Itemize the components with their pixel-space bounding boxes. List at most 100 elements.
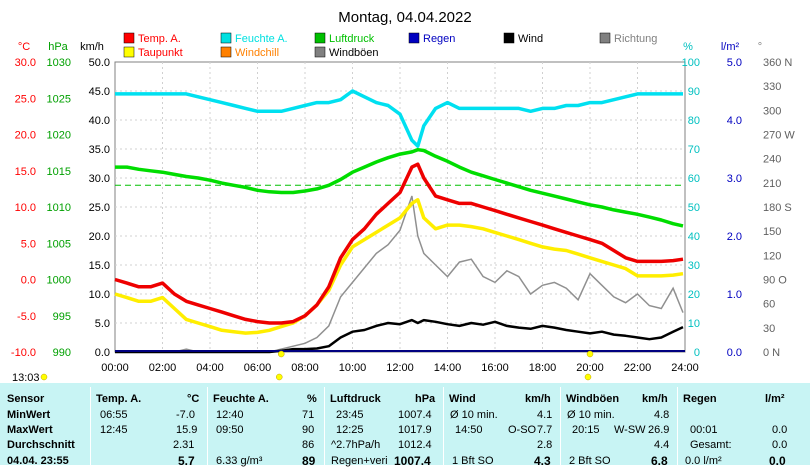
y-tick-direction: 180 S (763, 202, 792, 214)
stats-gust-value: 4.4 (654, 439, 670, 451)
stats-temp-value: 15.9 (176, 424, 198, 436)
y-tick-wind: 35.0 (89, 144, 110, 156)
y-tick-humidity: 20 (688, 289, 700, 301)
y-tick-humidity: 50 (688, 202, 700, 214)
stats-hum-value: 71 (302, 409, 315, 421)
y-tick-wind: 50.0 (89, 57, 110, 69)
y-tick-temp: -10.0 (11, 347, 36, 359)
legend-label: Windchill (235, 47, 279, 59)
current-time-label: 13:03 (12, 372, 40, 383)
y-tick-humidity: 90 (688, 86, 700, 98)
y-tick-humidity: 40 (688, 231, 700, 243)
y-tick-rain: 0.0 (727, 347, 742, 359)
sun-marker (586, 350, 594, 358)
sun-marker (278, 350, 285, 358)
x-tick-label: 14:00 (434, 362, 462, 374)
stats-row-label: Durchschnitt (7, 439, 75, 451)
stats-temp-current: 5.7 (178, 454, 195, 468)
stats-rain-time: 00:01 (690, 424, 718, 436)
x-tick-label: 22:00 (624, 362, 652, 374)
sun-marker (584, 373, 592, 381)
x-tick-label: 18:00 (529, 362, 557, 374)
stats-gust-current: 6.8 (651, 454, 668, 468)
stats-hum-abs: 6.33 g/m³ (216, 455, 263, 467)
y-tick-pressure: 1010 (47, 202, 71, 214)
stats-hum-value: 90 (302, 424, 315, 436)
y-tick-pressure: 1015 (47, 166, 71, 178)
y-tick-humidity: 60 (688, 173, 700, 185)
stats-header-gust: Windböen (566, 393, 620, 405)
stats-hum-value: 86 (302, 439, 315, 451)
stats-header-humidity: Feuchte A. (213, 393, 269, 405)
stats-temp-time: 12:45 (100, 424, 128, 436)
y-tick-wind: 20.0 (89, 231, 110, 243)
legend-label: Taupunkt (138, 47, 183, 59)
y-tick-direction: 330 (763, 81, 781, 93)
legend-label: Feuchte A. (235, 33, 288, 45)
x-tick-label: 16:00 (481, 362, 509, 374)
stats-header-temp: Temp. A. (96, 393, 142, 405)
y-tick-wind: 15.0 (89, 260, 110, 272)
weather-chart: Montag, 04.04.2022 Temp. A. Feuchte A. Luft… (11, 9, 795, 383)
y-tick-direction: 0 N (763, 347, 780, 359)
stats-press-value: 1017.9 (398, 424, 432, 436)
legend-swatch (314, 32, 326, 44)
stats-temp-value: 2.31 (173, 439, 195, 451)
y-tick-temp: 0.0 (21, 275, 36, 287)
stats-row-label: MaxWert (7, 424, 53, 436)
series-line-pressure (115, 147, 684, 228)
y-tick-temp: 25.0 (15, 93, 36, 105)
y-tick-direction: 150 (763, 226, 781, 238)
axis-label-humidity: % (683, 41, 693, 53)
stats-press-time: 12:25 (336, 424, 364, 436)
y-tick-rain: 4.0 (727, 115, 742, 127)
legend-swatch (408, 32, 420, 44)
stats-temp-time: 06:55 (100, 409, 128, 421)
y-tick-rain: 3.0 (727, 173, 742, 185)
stats-row-label: 04.04. 23:55 (7, 455, 69, 467)
stats-header-sensor: Sensor (7, 393, 45, 405)
legend-swatch (123, 32, 135, 44)
y-tick-wind: 10.0 (89, 289, 110, 301)
y-tick-direction: 270 W (763, 130, 795, 142)
stats-header-rain-unit: l/m² (765, 393, 785, 405)
legend-swatch (599, 32, 611, 44)
y-tick-rain: 2.0 (727, 231, 742, 243)
legend-swatch (123, 46, 135, 58)
stats-header-temp-unit: °C (187, 393, 200, 405)
x-tick-label: 04:00 (196, 362, 224, 374)
y-tick-temp: -5.0 (17, 311, 36, 323)
x-tick-label: 10:00 (339, 362, 367, 374)
y-tick-pressure: 1005 (47, 238, 71, 250)
stats-gust-value: 26.9 (648, 424, 670, 436)
y-tick-temp: 10.0 (15, 202, 36, 214)
x-tick-label: 02:00 (149, 362, 177, 374)
y-tick-humidity: 10 (688, 318, 700, 330)
y-tick-direction: 120 (763, 250, 781, 262)
y-tick-direction: 300 (763, 105, 781, 117)
x-tick-label: 08:00 (291, 362, 319, 374)
y-tick-direction: 90 O (763, 275, 787, 287)
series-line-temperature (114, 162, 684, 325)
y-tick-humidity: 70 (688, 144, 700, 156)
stats-hum-current: 89 (302, 454, 316, 468)
stats-rain-label: Gesamt: (690, 439, 732, 451)
stats-gust-time: 20:15 (572, 424, 600, 436)
y-tick-wind: 40.0 (89, 115, 110, 127)
stats-wind-current: 4.3 (534, 454, 551, 468)
axis-label-direction: ° (758, 41, 762, 53)
stats-press-value: 1012.4 (398, 439, 432, 451)
stats-press-time: 23:45 (336, 409, 364, 421)
y-tick-pressure: 995 (53, 311, 71, 323)
stats-header-wind: Wind (449, 393, 476, 405)
legend-label: Wind (518, 33, 543, 45)
legend-label: Temp. A. (138, 33, 181, 45)
legend-swatch (220, 32, 232, 44)
stats-wind-bft: 1 Bft SO (452, 455, 494, 467)
stats-hum-time: 12:40 (216, 409, 244, 421)
y-tick-humidity: 100 (682, 57, 700, 69)
stats-press-trend: ^2.7hPa/h (331, 439, 381, 451)
stats-rain-value: 0.0 (772, 439, 788, 451)
stats-wind-value: 4.1 (537, 409, 553, 421)
stats-rain-current-label: 0.0 l/m² (685, 455, 722, 467)
